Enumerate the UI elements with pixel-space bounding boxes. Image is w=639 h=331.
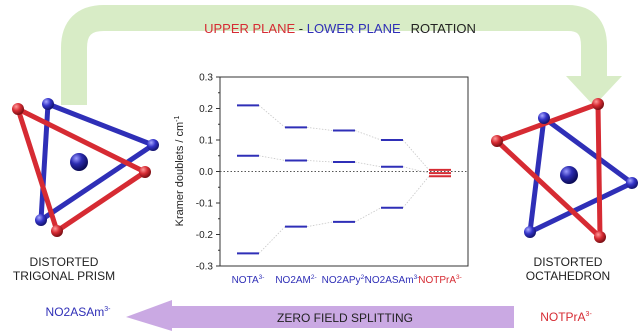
banner-separator: - (295, 21, 307, 36)
level-connector (354, 207, 382, 223)
y-tick-label: -0.2 (196, 230, 214, 241)
x-category-label: NO2ASAm3- (365, 274, 420, 286)
y-tick-label: 0.2 (199, 104, 213, 115)
left-caption-line2: TRIGONAL PRISM (13, 269, 115, 283)
metal-ion-right (560, 166, 578, 184)
x-category-label: NOTPrA3- (418, 274, 462, 286)
left-caption-line1: DISTORTED (30, 255, 99, 269)
banner-lower-plane: LOWER PLANE (307, 21, 401, 36)
left-compound-label: NO2ASAm3- (46, 305, 112, 319)
level-connector (306, 160, 334, 163)
level-connector (402, 166, 430, 174)
level-connector (354, 161, 382, 168)
octahedron-structure (491, 98, 638, 243)
y-tick-label: 0.0 (199, 167, 213, 178)
level-connector (306, 221, 334, 228)
energy-levels (237, 104, 451, 255)
y-tick-label: 0.3 (199, 73, 213, 84)
right-caption-line1: DISTORTED (534, 255, 603, 269)
level-connectors (220, 105, 468, 254)
x-category-label: NOTA3- (232, 274, 265, 286)
x-category-label: NO2AM2- (275, 274, 316, 286)
zfs-chart: -0.3-0.2-0.10.00.10.20.3 NOTA3- NO2AM2- NO… (174, 73, 469, 286)
y-tick-label: -0.3 (196, 262, 214, 273)
level-connector (402, 175, 430, 208)
y-tick-label: -0.1 (196, 199, 214, 210)
right-caption-line2: OCTAHEDRON (526, 269, 610, 283)
level-connector (306, 127, 334, 131)
right-compound-label: NOTPrA3- (540, 310, 592, 324)
x-category-label: NO2APy2- (322, 274, 367, 286)
y-axis: -0.3 -0.2 -0.1 0.0 0.1 0.2 0.3 (196, 73, 220, 273)
zfs-arrow: ZERO FIELD SPLITTING (126, 300, 514, 331)
metal-ion-left (70, 153, 88, 171)
banner-upper-plane: UPPER PLANE (204, 21, 295, 36)
y-axis-label: Kramer doublets / cm-1 (174, 116, 186, 227)
level-connector (402, 139, 430, 171)
rotation-banner: UPPER PLANE - LOWER PLANE ROTATION (204, 21, 476, 36)
level-connector (258, 226, 286, 254)
level-connector (258, 155, 286, 161)
banner-rotation: ROTATION (411, 21, 476, 36)
level-connector (258, 105, 286, 128)
x-axis-labels: NOTA3- NO2AM2- NO2APy2-NO2ASAm3-NOTPrA3- (232, 274, 462, 286)
trigonal-prism-structure (12, 98, 159, 237)
y-tick-label: 0.1 (199, 136, 213, 147)
rotation-arrow (61, 5, 622, 106)
zfs-label: ZERO FIELD SPLITTING (277, 311, 413, 325)
